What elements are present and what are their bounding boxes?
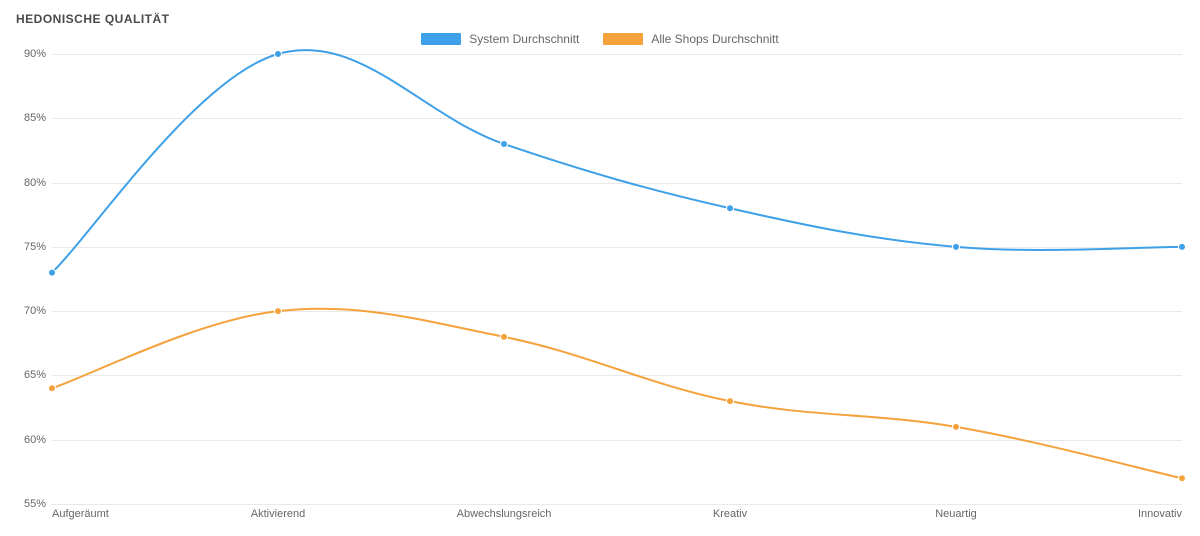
data-point[interactable] bbox=[49, 385, 56, 392]
series-line bbox=[52, 50, 1182, 273]
data-point[interactable] bbox=[275, 51, 282, 58]
x-tick-label: Kreativ bbox=[713, 508, 747, 520]
y-tick-label: 85% bbox=[24, 112, 46, 124]
y-tick-label: 60% bbox=[24, 434, 46, 446]
y-tick-label: 70% bbox=[24, 305, 46, 317]
y-tick-label: 55% bbox=[24, 498, 46, 510]
legend-item-alle-shops[interactable]: Alle Shops Durchschnitt bbox=[603, 32, 778, 46]
data-point[interactable] bbox=[275, 308, 282, 315]
legend-label-alle-shops: Alle Shops Durchschnitt bbox=[651, 32, 778, 46]
x-tick-label: Aufgeräumt bbox=[52, 508, 109, 520]
y-tick-label: 80% bbox=[24, 177, 46, 189]
data-point[interactable] bbox=[501, 141, 508, 148]
y-tick-label: 75% bbox=[24, 241, 46, 253]
x-tick-label: Innovativ bbox=[1138, 508, 1182, 520]
y-tick-label: 65% bbox=[24, 369, 46, 381]
gridline bbox=[52, 504, 1182, 505]
legend-swatch-alle-shops bbox=[603, 33, 643, 45]
x-tick-label: Aktivierend bbox=[251, 508, 305, 520]
line-svg bbox=[52, 54, 1182, 504]
data-point[interactable] bbox=[1179, 475, 1186, 482]
y-tick-label: 90% bbox=[24, 48, 46, 60]
x-axis-labels: Aufgeräumt Aktivierend Abwechslungsreich Kr… bbox=[52, 506, 1182, 524]
chart-legend: System Durchschnitt Alle Shops Durchschn… bbox=[16, 32, 1184, 46]
plot-area: 55%60%65%70%75%80%85%90% AufgeräumtAktiv… bbox=[16, 54, 1184, 524]
legend-item-system[interactable]: System Durchschnitt bbox=[421, 32, 579, 46]
chart-container: HEDONISCHE QUALITÄT System Durchschnitt … bbox=[0, 0, 1200, 536]
data-point[interactable] bbox=[501, 333, 508, 340]
series-line bbox=[52, 309, 1182, 479]
data-point[interactable] bbox=[727, 398, 734, 405]
y-axis-labels: 55%60%65%70%75%80%85%90% bbox=[16, 54, 50, 524]
plot-surface bbox=[52, 54, 1182, 504]
x-tick-label: Abwechslungsreich bbox=[457, 508, 552, 520]
data-point[interactable] bbox=[953, 423, 960, 430]
data-point[interactable] bbox=[1179, 243, 1186, 250]
chart-title: HEDONISCHE QUALITÄT bbox=[16, 12, 1184, 26]
legend-swatch-system bbox=[421, 33, 461, 45]
data-point[interactable] bbox=[49, 269, 56, 276]
legend-label-system: System Durchschnitt bbox=[469, 32, 579, 46]
data-point[interactable] bbox=[727, 205, 734, 212]
data-point[interactable] bbox=[953, 243, 960, 250]
x-tick-label: Neuartig bbox=[935, 508, 977, 520]
